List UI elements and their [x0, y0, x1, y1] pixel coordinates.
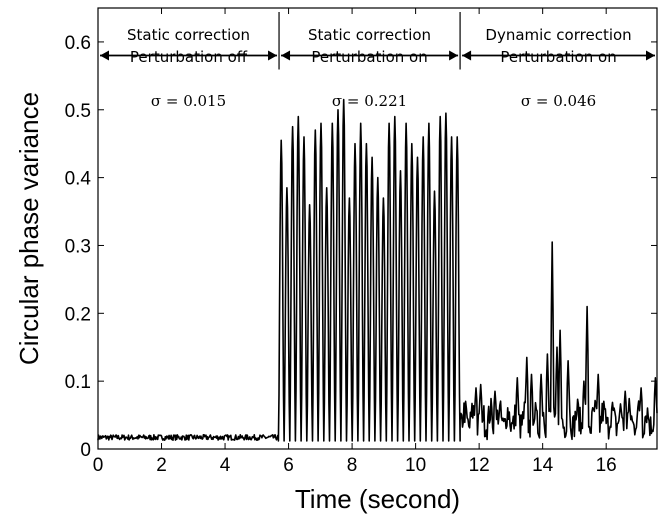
x-tick-label: 4: [220, 455, 231, 476]
y-tick-label: 0: [80, 440, 91, 461]
phase-label-line2: Perturbation on: [500, 48, 616, 66]
y-axis: 0 0.1 0.2 0.3 0.4 0.5 0.6: [65, 33, 657, 461]
x-tick-label: 6: [283, 455, 294, 476]
plot-frame: [97, 7, 658, 450]
arrow-head: [100, 50, 109, 61]
phase-sigma-label: σ = 0.221: [332, 92, 407, 110]
arrow-head: [449, 50, 459, 61]
phase-sigma-label: σ = 0.046: [521, 92, 596, 110]
x-axis-title: Time (second): [295, 484, 460, 514]
phase-sigma-label: σ = 0.015: [151, 92, 226, 110]
x-tick-label: 16: [596, 455, 617, 476]
y-tick-label: 0.1: [65, 372, 91, 393]
phase-label-line2: Perturbation off: [130, 48, 248, 66]
phase-label-line2: Perturbation on: [311, 48, 427, 66]
x-tick-label: 2: [156, 455, 167, 476]
arrow-head: [646, 50, 655, 61]
x-tick-label: 10: [405, 455, 426, 476]
phase-annotation-3: Dynamic correction Perturbation on σ = 0.0…: [462, 26, 655, 110]
series-layer: [97, 98, 658, 442]
phase-annotations: Static correction Perturbation off σ = 0.0…: [100, 12, 655, 110]
arrow-head: [281, 50, 291, 61]
x-tick-label: 8: [347, 455, 358, 476]
arrow-head: [268, 50, 278, 61]
phase-annotation-2: Static correction Perturbation on σ = 0.22…: [281, 26, 459, 110]
series-line: [97, 98, 658, 442]
phase-annotation-1: Static correction Perturbation off σ = 0.0…: [100, 26, 278, 110]
x-tick-label: 0: [93, 455, 104, 476]
y-tick-label: 0.2: [65, 304, 91, 325]
y-axis-title: Circular phase variance: [14, 92, 44, 365]
y-tick-label: 0.5: [65, 101, 91, 122]
x-tick-label: 12: [469, 455, 490, 476]
y-tick-label: 0.4: [65, 169, 92, 190]
arrow-head: [462, 50, 472, 61]
y-tick-label: 0.3: [65, 236, 91, 257]
x-axis: 0 2 4 6 8 10 12 14 16: [93, 8, 617, 476]
y-tick-label: 0.6: [65, 33, 91, 54]
phase-label-line1: Static correction: [127, 26, 250, 44]
phase-label-line1: Static correction: [308, 26, 431, 44]
phase-label-line1: Dynamic correction: [485, 26, 631, 44]
x-tick-label: 14: [532, 455, 554, 476]
